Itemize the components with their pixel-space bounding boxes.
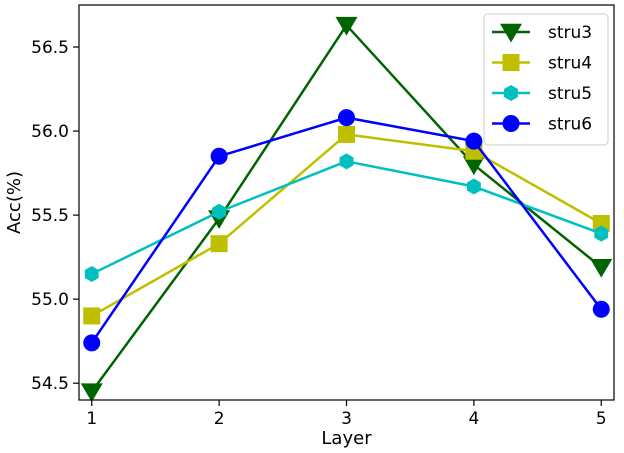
data-point-stru4	[83, 307, 101, 325]
x-axis-label: Layer	[321, 428, 372, 449]
data-point-stru3	[335, 16, 358, 36]
legend-label: stru5	[548, 84, 592, 104]
data-point-stru4	[210, 235, 228, 253]
data-point-stru6	[338, 109, 355, 127]
x-tick-label: 4	[468, 409, 479, 429]
x-tick-label: 1	[86, 409, 97, 429]
data-point-stru5	[594, 225, 609, 242]
data-point-stru6	[592, 300, 610, 318]
series-stru5	[84, 153, 609, 282]
legend-item-stru5: stru5	[492, 84, 592, 104]
series-line-stru5	[91, 160, 602, 276]
series-stru6	[83, 109, 610, 352]
data-point-stru3	[590, 258, 613, 278]
legend-item-stru3: stru3	[492, 23, 592, 43]
y-tick-label: 55.5	[31, 206, 69, 226]
data-point-stru5	[212, 203, 227, 220]
x-tick-label: 3	[341, 409, 352, 429]
legend-item-stru6: stru6	[492, 115, 592, 135]
data-point-stru5	[466, 178, 481, 195]
data-point-stru6	[210, 147, 228, 165]
legend-swatch-marker	[500, 23, 522, 43]
legend-label: stru4	[548, 54, 592, 74]
series-line-stru6	[90, 116, 603, 344]
y-tick-label: 56.5	[31, 38, 69, 58]
data-point-stru3	[80, 383, 103, 403]
data-point-stru5	[339, 153, 354, 170]
x-tick-label: 2	[214, 409, 225, 429]
legend: stru3 stru4 stru5 stru6	[483, 13, 609, 146]
data-point-stru4	[592, 215, 610, 233]
y-tick-label: 56.0	[31, 122, 69, 142]
legend-label: stru3	[548, 23, 592, 43]
data-point-stru4	[338, 125, 355, 143]
legend-swatch-marker	[502, 54, 520, 71]
x-tick-label: 5	[596, 409, 607, 429]
legend-swatch-marker	[502, 115, 520, 132]
data-point-stru3	[462, 156, 485, 176]
y-tick-label: 54.5	[31, 374, 69, 394]
legend-label: stru6	[548, 115, 592, 135]
series-layer	[80, 16, 613, 403]
data-point-stru6	[465, 132, 483, 150]
data-point-stru6	[83, 334, 101, 352]
axes-layer: 1 2 3 4 5 54.5 55.0 55.5 56.0 56.5	[31, 4, 615, 429]
legend-box	[483, 13, 609, 146]
y-tick-label: 55.0	[31, 290, 69, 310]
data-point-stru5	[84, 265, 99, 282]
legend-item-stru4: stru4	[492, 54, 592, 74]
y-axis-label: Acc(%)	[4, 171, 25, 234]
legend-swatch-marker	[504, 85, 518, 101]
